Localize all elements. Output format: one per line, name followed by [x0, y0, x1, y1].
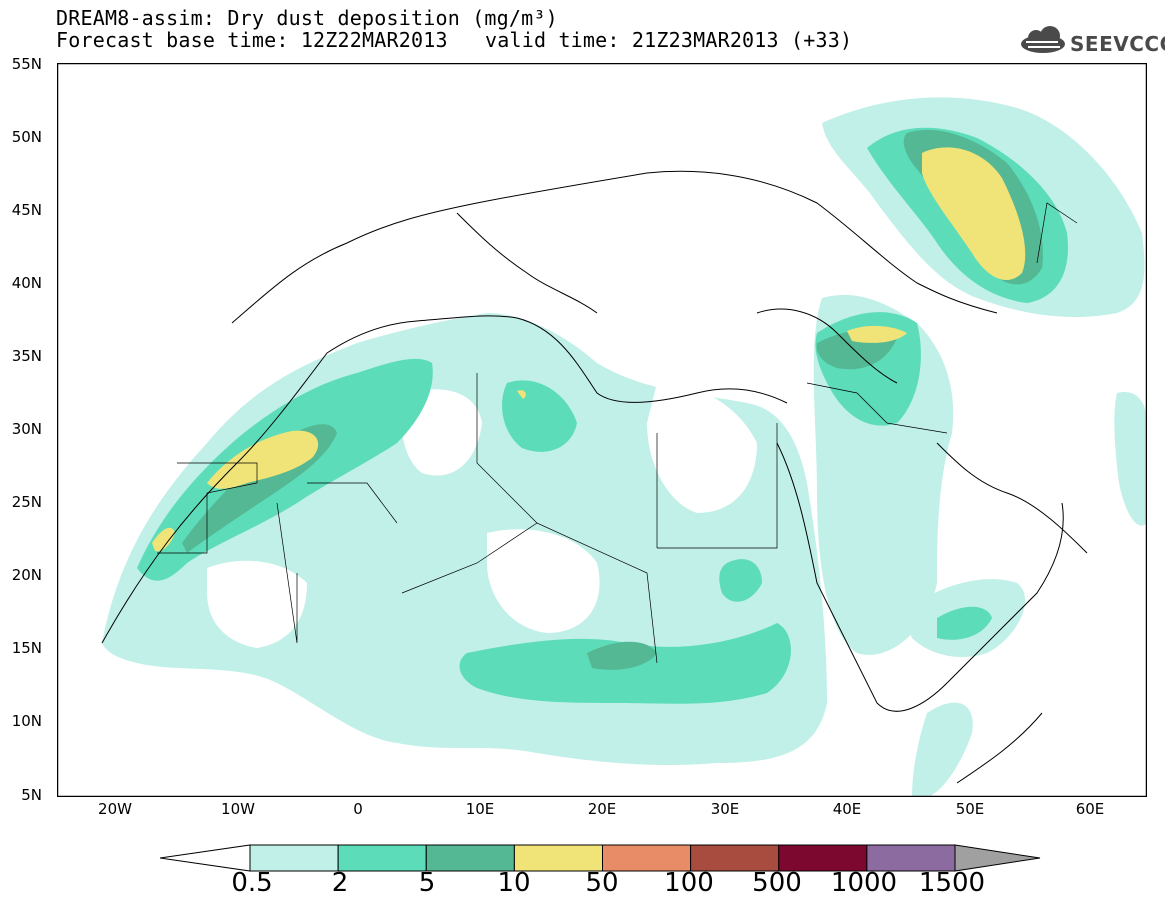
colorbar-cell: [249, 844, 339, 872]
lon-label: 10W: [221, 800, 255, 818]
dust-deposition-map: [57, 63, 1147, 797]
lat-label: 5N: [21, 786, 42, 804]
colorbar-cell: [425, 844, 515, 872]
colorbar: [160, 844, 1041, 872]
lon-label: 0: [353, 800, 363, 818]
colorbar-high-arrow: [954, 844, 1041, 872]
lon-label: 60E: [1075, 800, 1105, 818]
lat-label: 10N: [11, 712, 42, 730]
colorbar-cell: [513, 844, 603, 872]
valid-time: valid time: 21Z23MAR2013 (+33): [485, 28, 853, 52]
colorbar-cell: [602, 844, 692, 872]
colorbar-label: 1500: [918, 868, 986, 898]
lon-label: 30E: [710, 800, 740, 818]
lon-label: 20E: [587, 800, 617, 818]
colorbar-label: 10: [497, 868, 531, 898]
logo-text: SEEVCCC: [1070, 32, 1165, 56]
lat-label: 35N: [11, 347, 42, 365]
lat-label: 20N: [11, 566, 42, 584]
country-borders: [157, 202, 1078, 664]
lat-label: 25N: [11, 493, 42, 511]
dust-layer-10: [152, 147, 1026, 552]
lat-label: 15N: [11, 639, 42, 657]
colorbar-cell: [690, 844, 780, 872]
lon-label: 40E: [832, 800, 862, 818]
lon-label: 50E: [955, 800, 985, 818]
colorbar-label: 2: [331, 868, 349, 898]
lon-label: 10E: [465, 800, 495, 818]
colorbar-cell: [778, 844, 868, 872]
colorbar-label: 500: [752, 868, 802, 898]
colorbar-label: 0.5: [231, 868, 273, 898]
coastlines: [101, 170, 1088, 784]
colorbar-label: 100: [664, 868, 714, 898]
lat-label: 55N: [11, 55, 42, 73]
colorbar-label: 5: [418, 868, 436, 898]
lat-label: 40N: [11, 274, 42, 292]
lat-label: 45N: [11, 201, 42, 219]
lat-label: 50N: [11, 128, 42, 146]
map-title: DREAM8-assim: Dry dust deposition (mg/m³…: [56, 6, 558, 30]
lon-label: 20W: [98, 800, 132, 818]
colorbar-label: 1000: [830, 868, 898, 898]
cloud-logo-icon: [1021, 26, 1065, 53]
colorbar-label: 50: [585, 868, 619, 898]
forecast-base-time: Forecast base time: 12Z22MAR2013: [56, 28, 448, 52]
lat-label: 30N: [11, 420, 42, 438]
